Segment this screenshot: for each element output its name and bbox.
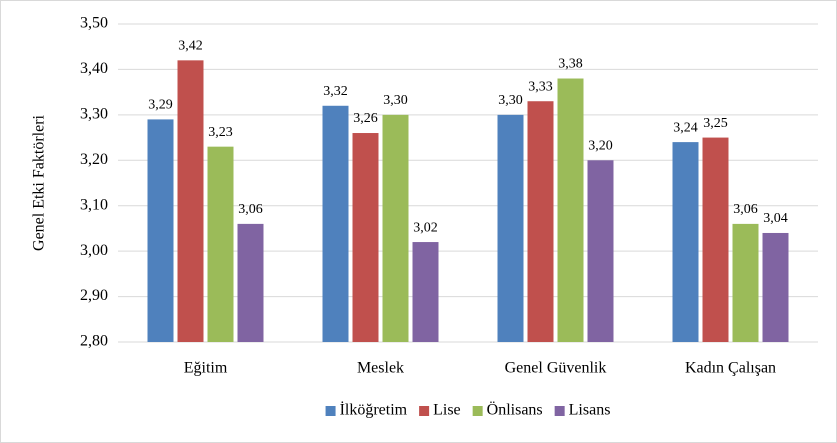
value-label: 3,02 bbox=[413, 220, 438, 235]
bar bbox=[237, 223, 264, 342]
y-axis-title: Genel Etki Faktörleri bbox=[31, 114, 48, 251]
bar bbox=[557, 78, 584, 342]
value-label: 3,20 bbox=[588, 139, 613, 154]
legend-swatch bbox=[419, 406, 430, 416]
value-label: 3,24 bbox=[673, 120, 698, 135]
y-tick-label: 3,10 bbox=[80, 196, 108, 213]
y-tick-label: 2,80 bbox=[80, 333, 108, 350]
x-tick-label: Genel Güvenlik bbox=[505, 360, 607, 377]
bar bbox=[702, 137, 729, 342]
legend-label: İlköğretim bbox=[340, 401, 408, 419]
bar bbox=[672, 142, 699, 342]
legend-label: Lisans bbox=[569, 402, 611, 419]
value-label: 3,06 bbox=[238, 202, 263, 217]
bar bbox=[352, 133, 379, 342]
value-label: 3,30 bbox=[383, 93, 408, 108]
bar bbox=[762, 232, 789, 342]
value-label: 3,30 bbox=[498, 93, 523, 108]
bar bbox=[497, 114, 524, 342]
legend-swatch bbox=[554, 406, 565, 416]
y-tick-label: 3,00 bbox=[80, 242, 108, 259]
y-tick-label: 3,50 bbox=[80, 15, 108, 32]
legend-swatch bbox=[325, 406, 336, 416]
y-tick-label: 3,40 bbox=[80, 60, 108, 77]
value-label: 3,42 bbox=[178, 39, 203, 54]
x-tick-label: Meslek bbox=[357, 360, 404, 377]
bar bbox=[322, 105, 349, 343]
value-label: 3,32 bbox=[323, 84, 348, 99]
bar bbox=[587, 160, 614, 342]
bar bbox=[412, 242, 439, 342]
legend-label: Önlisans bbox=[487, 401, 543, 419]
bar bbox=[147, 119, 174, 343]
bar bbox=[382, 114, 409, 342]
x-tick-label: Kadın Çalışan bbox=[685, 360, 776, 377]
bar bbox=[527, 101, 554, 342]
value-label: 3,33 bbox=[528, 79, 553, 94]
bar bbox=[177, 60, 204, 342]
value-label: 3,23 bbox=[208, 125, 233, 140]
value-label: 3,25 bbox=[703, 116, 728, 131]
bar bbox=[207, 146, 234, 342]
y-tick-label: 3,20 bbox=[80, 151, 108, 168]
value-label: 3,04 bbox=[763, 211, 788, 226]
x-tick-label: Eğitim bbox=[184, 360, 228, 377]
bar bbox=[732, 223, 759, 342]
value-label: 3,26 bbox=[353, 111, 378, 126]
y-tick-label: 2,90 bbox=[80, 287, 108, 304]
value-label: 3,38 bbox=[558, 57, 583, 72]
value-label: 3,06 bbox=[733, 202, 758, 217]
value-label: 3,29 bbox=[148, 98, 173, 113]
legend-label: Lise bbox=[433, 402, 461, 419]
y-tick-label: 3,30 bbox=[80, 106, 108, 123]
legend-swatch bbox=[472, 406, 483, 416]
